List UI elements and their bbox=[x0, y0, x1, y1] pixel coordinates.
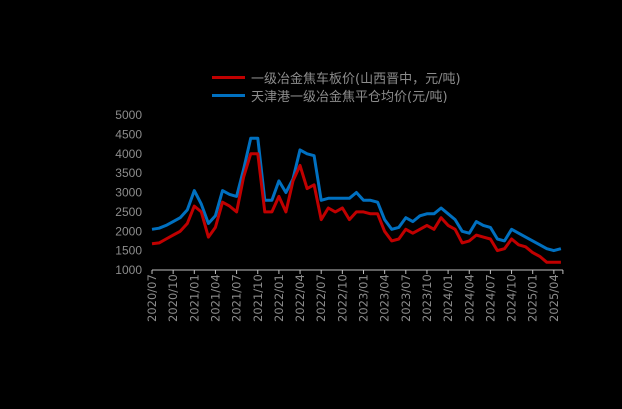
x-tick-label: 2021/07 bbox=[230, 274, 244, 322]
x-tick-label: 2023/01 bbox=[357, 274, 371, 322]
series-line bbox=[151, 152, 561, 264]
y-tick-label: 2500 bbox=[115, 205, 142, 219]
x-tick-label: 2024/10 bbox=[505, 274, 519, 322]
y-tick-label: 5000 bbox=[115, 108, 142, 122]
x-tick-label: 2020/07 bbox=[145, 274, 159, 322]
x-tick-label: 2021/01 bbox=[187, 274, 201, 322]
x-tick-label: 2022/10 bbox=[335, 274, 349, 322]
y-tick-label: 1000 bbox=[115, 263, 142, 277]
x-tick-label: 2025/04 bbox=[547, 274, 561, 322]
x-tick-label: 2024/04 bbox=[462, 274, 476, 322]
x-tick-label: 2020/10 bbox=[166, 274, 180, 322]
legend-item-shanxi: 一级冶金焦车板价(山西晋中，元/吨) bbox=[212, 68, 461, 87]
y-tick-label: 2000 bbox=[115, 224, 142, 238]
legend-swatch-blue bbox=[212, 93, 245, 97]
series-lines bbox=[151, 136, 562, 264]
x-tick-label: 2021/10 bbox=[251, 274, 265, 322]
x-tick-label: 2023/10 bbox=[420, 274, 434, 322]
legend-label: 天津港一级冶金焦平仓均价(元/吨) bbox=[251, 89, 448, 105]
y-tick-label: 3500 bbox=[115, 166, 142, 180]
x-tick-label: 2023/07 bbox=[399, 274, 413, 322]
y-tick-label: 4500 bbox=[115, 127, 142, 141]
x-tick-label: 2022/04 bbox=[293, 274, 307, 322]
y-tick-label: 3000 bbox=[115, 186, 142, 200]
x-tick-label: 2021/04 bbox=[208, 274, 222, 322]
y-tick-label: 1500 bbox=[115, 244, 142, 258]
legend-swatch-red bbox=[212, 75, 245, 79]
legend: 一级冶金焦车板价(山西晋中，元/吨) 天津港一级冶金焦平仓均价(元/吨) bbox=[212, 68, 461, 105]
x-tick-label: 2024/01 bbox=[441, 274, 455, 322]
x-axis: 2020/07 2020/10 2021/01 2021/04 2021/07 2021/… bbox=[145, 269, 564, 322]
y-tick-label: 4000 bbox=[115, 147, 142, 161]
legend-label: 一级冶金焦车板价(山西晋中，元/吨) bbox=[251, 71, 461, 87]
x-tick-label: 2025/01 bbox=[526, 274, 540, 322]
x-tick-label: 2022/01 bbox=[272, 274, 286, 322]
x-tick-label: 2023/04 bbox=[378, 274, 392, 322]
legend-item-tianjin: 天津港一级冶金焦平仓均价(元/吨) bbox=[212, 86, 461, 105]
x-tick-label: 2022/07 bbox=[314, 274, 328, 322]
x-tick-label: 2024/07 bbox=[483, 274, 497, 322]
series-line bbox=[151, 136, 562, 253]
y-axis: 1000 1500 2000 2500 3000 3500 4000 4500 5000 bbox=[115, 108, 142, 277]
